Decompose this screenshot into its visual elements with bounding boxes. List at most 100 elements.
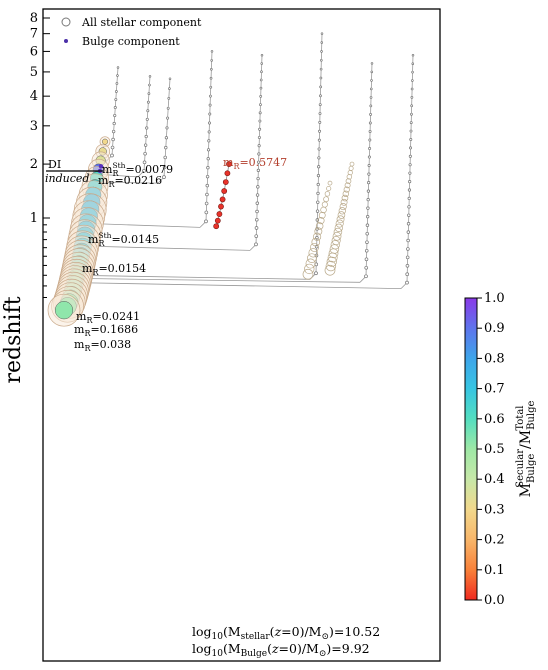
side-branch-7-node-18	[407, 205, 411, 209]
side-branch-0-node-7	[112, 121, 116, 126]
large-branch-1-node-9	[314, 227, 323, 236]
side-branch-4-node-7	[258, 111, 262, 115]
side-branch-7-node-17	[407, 196, 411, 201]
side-branch-4-node-4	[259, 86, 263, 90]
merger-ratio-7: mR=0.1686	[74, 323, 138, 338]
side-branch-5-node-12	[317, 138, 321, 142]
large-branch-0-node-5	[344, 182, 351, 189]
side-branch-7-node-11	[409, 146, 413, 150]
side-branch-7-node-7	[410, 112, 413, 116]
side-branch-5-node-27	[314, 271, 318, 276]
side-branch-4-node-10	[257, 135, 261, 140]
side-branch-5-node-11	[318, 129, 322, 133]
colorbar-tick-label-5: 0.5	[484, 442, 505, 457]
stellar-mass-stat: log10(Mstellar(z=0)/M⊙)=10.52	[192, 624, 380, 642]
side-branch-7-node-2	[411, 70, 414, 74]
large-branch-0-node-25	[324, 264, 336, 276]
side-branch-3-node-14	[205, 174, 210, 179]
side-branch-3-node-11	[206, 148, 211, 152]
large-branch-0-node-1	[348, 165, 354, 171]
side-branch-6-node-8	[368, 130, 372, 133]
side-branch-3-node-9	[207, 130, 211, 134]
side-branch-5-node-9	[318, 112, 322, 115]
y-tick-label-3: 5	[30, 65, 38, 80]
side-branch-3-node-16	[205, 192, 209, 197]
side-branch-4-node-12	[257, 152, 261, 156]
side-branch-0-node-8	[111, 129, 116, 134]
side-branch-7-node-9	[409, 129, 413, 133]
red-branch-node-0	[226, 161, 232, 167]
colorbar-tick-label-2: 0.2	[484, 533, 505, 548]
red-branch-node-8	[213, 223, 220, 230]
side-branch-5-node-6	[319, 85, 323, 89]
side-branch-3-node-10	[207, 139, 211, 143]
merger-ratio-2: mR=0.0216	[98, 174, 162, 189]
large-branch-1-node-13	[308, 248, 318, 258]
side-branch-4-node-19	[255, 209, 259, 214]
legend-label-bulge: Bulge component	[82, 35, 180, 48]
side-branch-4-node-22	[254, 234, 259, 238]
large-branch-1-node-0	[327, 180, 333, 186]
side-branch-4-node-23	[254, 242, 258, 247]
large-branch-0-node-4	[345, 178, 352, 184]
large-branch-0-node-14	[335, 219, 344, 228]
side-branch-3-node-15	[205, 183, 209, 188]
side-branch-6-node-21	[365, 240, 369, 244]
side-branch-0-node-10	[110, 145, 115, 150]
side-branch-6-node-25	[364, 274, 368, 279]
large-branch-0-node-7	[342, 190, 350, 198]
colorbar-ticks: 0.0 0.1 0.2 0.3 0.4 0.5 0.6 0.7 0.8 0.9 1.0	[477, 291, 505, 608]
side-branch-4-node-2	[260, 70, 263, 74]
y-tick-label-2: 6	[30, 44, 38, 59]
y-tick-label-7: 1	[30, 211, 38, 226]
side-branch-2-node-5	[165, 126, 169, 130]
colorbar-tick-label-1: 0.1	[484, 563, 505, 578]
side-branch-3-node-13	[206, 166, 210, 170]
side-branch-0-node-9	[111, 137, 115, 142]
side-branch-7	[400, 55, 414, 289]
side-branch-7-node-24	[405, 255, 410, 260]
side-branch-4-node-8	[258, 119, 262, 123]
large-branch-0-node-16	[333, 227, 343, 237]
side-branch-5-node-19	[316, 200, 320, 204]
side-branch-4-node-1	[260, 62, 264, 65]
side-branch-5-node-5	[319, 76, 323, 80]
side-branch-2-node-2	[167, 97, 171, 100]
side-branch-3-node-17	[204, 201, 209, 206]
red-branch-node-2	[222, 179, 229, 185]
red-branch-node-5	[218, 203, 224, 210]
side-branch-4-node-5	[259, 95, 263, 98]
large-branch-0-node-10	[339, 203, 347, 211]
y-axis-label: redshift	[1, 296, 26, 383]
colorbar-label: MBulgeSecular/MBulgeTotal	[515, 401, 537, 498]
side-branch-5-node-8	[318, 103, 322, 107]
side-branch-1-node-3	[146, 100, 150, 104]
side-branch-3-node-4	[209, 85, 213, 89]
side-branch-4-node-13	[257, 160, 261, 164]
side-branch-6-node-22	[364, 248, 369, 253]
merger-ratio-4: mR=0.0154	[82, 262, 146, 277]
side-branch-4-node-16	[256, 185, 260, 189]
side-branch-1-node-5	[145, 117, 149, 121]
large-branch-0-node-23	[326, 256, 337, 267]
merger-ratio-6: mR=0.0241	[76, 310, 140, 325]
side-branch-7-node-5	[410, 96, 414, 99]
large-branch-1-node-6	[318, 211, 326, 219]
side-branch-6-node-15	[366, 189, 371, 193]
side-branch-4-node-3	[259, 78, 263, 82]
side-branch-5-node-3	[320, 58, 323, 62]
red-branch-node-6	[216, 211, 223, 217]
side-branch-1-node-9	[143, 151, 147, 156]
side-branch-6-node-11	[367, 155, 371, 159]
side-branch-0-node-3	[114, 90, 118, 93]
merger-ratio-1: mRSth=0.0079	[102, 161, 173, 178]
side-branch-5-node-4	[319, 67, 323, 71]
large-branch-1-node-7	[317, 217, 325, 225]
large-branch-0-node-0	[349, 161, 355, 167]
side-branch-connector-5	[76, 274, 311, 280]
large-branch-0-node-24	[325, 260, 337, 272]
side-branch-2-node-9	[162, 165, 167, 170]
large-branch-0-node-22	[327, 252, 338, 263]
side-branch-6-node-1	[370, 70, 374, 74]
